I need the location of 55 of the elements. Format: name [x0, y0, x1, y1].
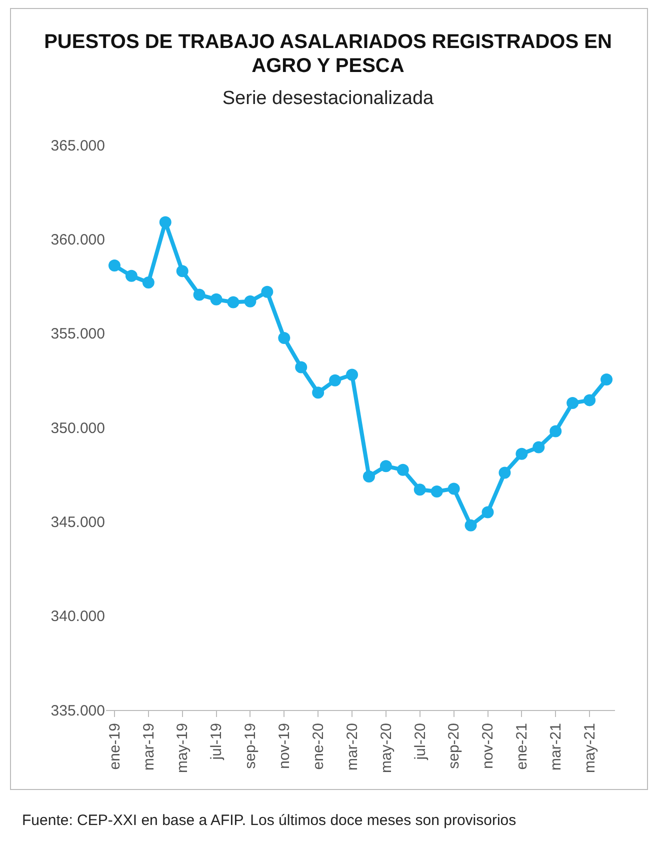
point — [176, 265, 188, 278]
y-tick-label: 350.000 — [50, 420, 105, 437]
point — [600, 373, 613, 386]
point — [414, 484, 426, 496]
x-tick-label: ene-20 — [310, 723, 327, 770]
x-tick-label: may-20 — [378, 723, 395, 774]
point — [312, 386, 324, 399]
point — [380, 460, 392, 472]
x-tick-label: nov-19 — [276, 723, 294, 769]
point — [498, 466, 511, 479]
point — [108, 260, 120, 272]
point — [448, 482, 460, 495]
y-tick-label: 335.000 — [50, 702, 105, 720]
point — [142, 276, 154, 288]
source-note: Fuente: CEP-XXI en base a AFIP. Los últimos doce meses son provisorios — [22, 812, 516, 829]
x-tick-label: may-21 — [581, 723, 598, 774]
y-tick-label: 355.000 — [50, 326, 105, 343]
x-tick-label: mar-21 — [547, 723, 564, 771]
point — [329, 374, 342, 386]
point — [261, 286, 274, 298]
point — [396, 464, 409, 476]
chart-title: PUESTOS DE TRABAJO ASALARIADOS REGISTRADOS EN AGRO Y PESCA — [43, 30, 613, 78]
point — [346, 368, 358, 381]
point — [430, 486, 443, 498]
point — [159, 216, 172, 228]
point — [584, 394, 596, 406]
x-tick-label: mar-19 — [140, 723, 158, 771]
y-tick-label: 360.000 — [50, 231, 105, 248]
x-tick-label: jul-19 — [208, 723, 226, 761]
y-tick-label: 365.000 — [50, 137, 105, 154]
point — [362, 470, 375, 482]
y-tick-label: 340.000 — [50, 608, 105, 626]
point — [227, 296, 240, 308]
x-tick-label: ene-19 — [106, 723, 124, 770]
x-tick-label: may-19 — [174, 723, 192, 774]
point — [464, 519, 477, 532]
point — [516, 448, 528, 460]
point — [193, 288, 206, 301]
chart-subtitle: Serie desestacionalizada — [221, 88, 435, 110]
point — [550, 425, 562, 438]
x-tick-label: mar-20 — [344, 723, 361, 771]
point — [244, 295, 256, 308]
point — [295, 361, 308, 374]
y-tick-label: 345.000 — [50, 514, 105, 531]
point — [125, 270, 138, 282]
point — [482, 506, 494, 518]
point — [210, 293, 222, 306]
x-tick-label: jul-20 — [412, 723, 429, 761]
point — [566, 397, 579, 410]
x-tick-label: nov-20 — [480, 723, 497, 769]
x-tick-label: sep-20 — [446, 723, 463, 769]
x-tick-label: sep-19 — [242, 723, 260, 769]
point — [278, 332, 290, 344]
point — [532, 441, 545, 454]
x-tick-label: ene-21 — [514, 723, 531, 770]
